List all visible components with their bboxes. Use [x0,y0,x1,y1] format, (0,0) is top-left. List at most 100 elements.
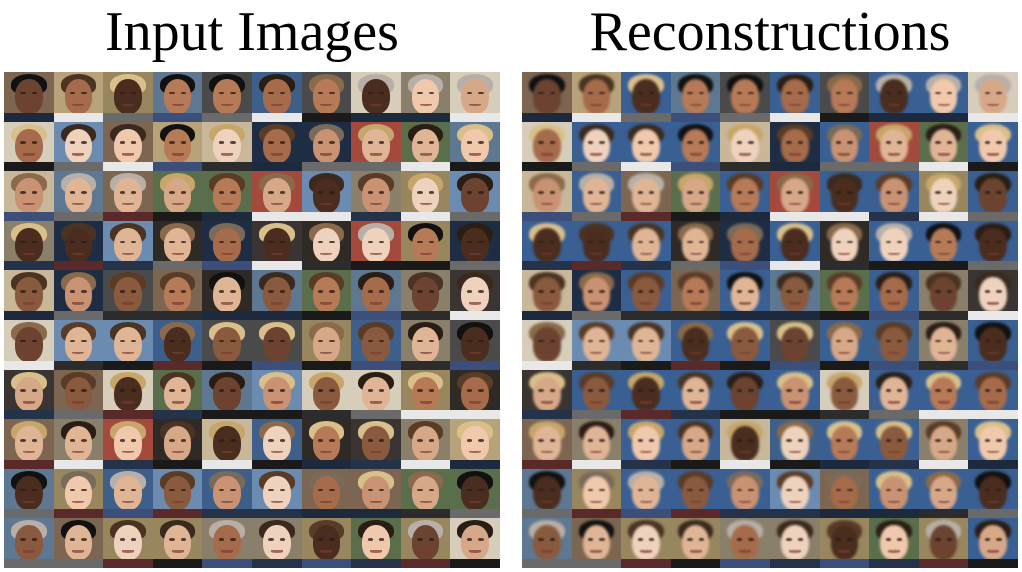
reconstruction-thumbnail [869,171,919,221]
input-face-thumbnail [103,518,153,568]
reconstruction-thumbnail [819,270,870,320]
reconstruction-thumbnail [720,270,770,320]
input-face-thumbnail [351,121,401,172]
reconstruction-thumbnail [571,72,622,122]
input-face-thumbnail [301,319,352,370]
input-face-thumbnail [301,121,352,172]
reconstruction-thumbnail [769,319,820,370]
reconstruction-thumbnail [918,518,969,568]
reconstruction-thumbnail [819,220,870,271]
input-face-thumbnail [103,369,153,420]
input-face-thumbnail [103,468,153,519]
input-face-thumbnail [53,270,104,320]
reconstruction-thumbnail [869,270,919,320]
input-face-thumbnail [152,518,203,568]
reconstruction-thumbnail [571,468,622,519]
input-face-thumbnail [4,121,54,172]
reconstruction-thumbnail [819,319,870,370]
input-face-thumbnail [4,319,54,370]
reconstruction-thumbnail [869,468,919,519]
input-face-thumbnail [351,319,401,370]
reconstruction-thumbnail [571,319,622,370]
reconstruction-thumbnail [621,171,671,221]
input-face-thumbnail [4,419,54,469]
input-face-thumbnail [400,171,451,221]
reconstruction-thumbnail [571,121,622,172]
input-face-thumbnail [400,220,451,271]
reconstruction-thumbnail [918,121,969,172]
input-face-thumbnail [53,419,104,469]
reconstruction-thumbnail [819,419,870,469]
reconstruction-thumbnail [720,72,770,122]
input-face-thumbnail [4,369,54,420]
input-face-thumbnail [251,518,302,568]
reconstruction-thumbnail [522,72,572,122]
reconstruction-thumbnail [769,518,820,568]
reconstruction-thumbnail [670,518,721,568]
input-face-thumbnail [103,220,153,271]
reconstruction-thumbnail [769,270,820,320]
reconstruction-thumbnail [670,319,721,370]
reconstruction-thumbnail [819,171,870,221]
input-face-thumbnail [251,419,302,469]
reconstruction-thumbnail [769,468,820,519]
reconstruction-thumbnail [769,171,820,221]
reconstruction-thumbnail [918,419,969,469]
reconstruction-thumbnail [720,220,770,271]
reconstruction-thumbnail [769,419,820,469]
reconstruction-thumbnail [720,369,770,420]
input-face-thumbnail [4,220,54,271]
input-face-thumbnail [301,220,352,271]
reconstruction-thumbnail [769,220,820,271]
input-face-thumbnail [400,319,451,370]
input-face-thumbnail [301,72,352,122]
reconstruction-thumbnail [720,518,770,568]
input-face-thumbnail [450,270,500,320]
reconstruction-thumbnail [819,468,870,519]
reconstruction-thumbnail [918,319,969,370]
input-face-thumbnail [4,72,54,122]
reconstruction-thumbnail [621,369,671,420]
reconstruction-thumbnail [522,518,572,568]
reconstruction-thumbnail [968,369,1018,420]
reconstruction-thumbnail [720,171,770,221]
input-face-thumbnail [400,369,451,420]
reconstruction-thumbnail [869,369,919,420]
input-face-thumbnail [400,121,451,172]
reconstruction-thumbnail [968,171,1018,221]
input-face-thumbnail [152,220,203,271]
reconstruction-thumbnail [968,419,1018,469]
reconstruction-thumbnail [522,220,572,271]
input-face-thumbnail [53,72,104,122]
reconstruction-thumbnail [918,369,969,420]
reconstruction-thumbnail [571,171,622,221]
input-face-thumbnail [301,171,352,221]
input-images-panel: Input Images [4,0,500,572]
input-face-thumbnail [400,518,451,568]
reconstruction-thumbnail [670,270,721,320]
reconstruction-thumbnail [571,270,622,320]
input-images-title: Input Images [105,1,399,63]
reconstruction-thumbnail [819,72,870,122]
reconstruction-thumbnail [670,121,721,172]
input-face-thumbnail [202,171,252,221]
input-face-thumbnail [202,72,252,122]
input-face-thumbnail [251,121,302,172]
input-face-thumbnail [351,468,401,519]
reconstruction-thumbnail [670,220,721,271]
input-face-thumbnail [400,72,451,122]
reconstruction-thumbnail [769,121,820,172]
input-images-grid [4,72,500,568]
input-face-thumbnail [4,270,54,320]
reconstruction-thumbnail [522,419,572,469]
reconstruction-thumbnail [571,419,622,469]
input-face-thumbnail [351,270,401,320]
reconstructions-title: Reconstructions [589,1,951,63]
input-face-thumbnail [251,468,302,519]
reconstruction-thumbnail [918,72,969,122]
reconstruction-thumbnail [869,72,919,122]
reconstruction-thumbnail [869,121,919,172]
reconstructions-panel: Reconstructions [522,0,1018,572]
input-face-thumbnail [351,220,401,271]
reconstruction-thumbnail [769,72,820,122]
